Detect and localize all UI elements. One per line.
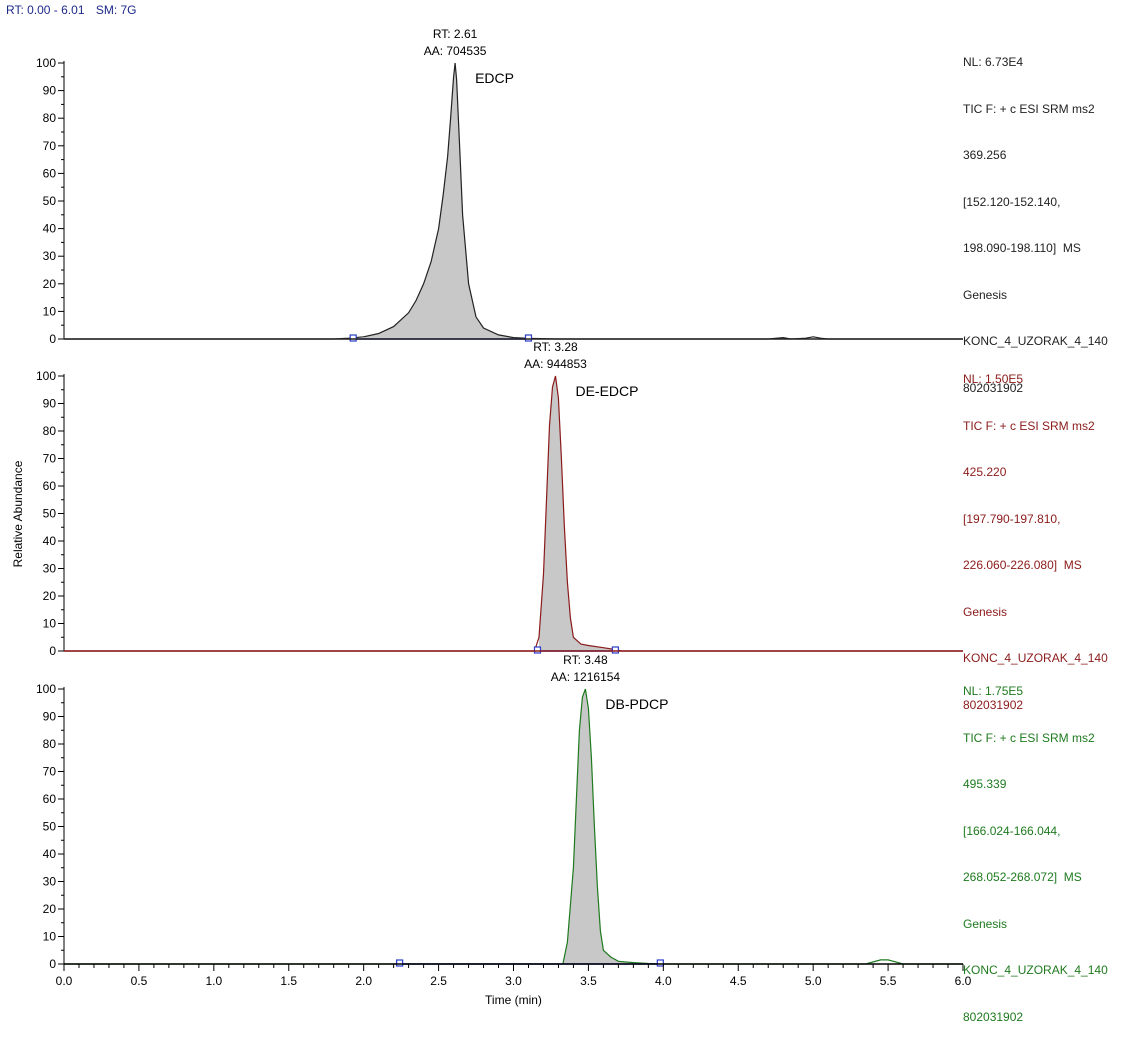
info-line: KONC_4_UZORAK_4_140 <box>963 651 1108 665</box>
y-tick-label: 50 <box>43 820 57 834</box>
y-tick-label: 70 <box>43 765 57 779</box>
x-tick-label: 4.0 <box>655 974 672 988</box>
y-tick-label: 30 <box>43 562 57 576</box>
header: RT: 0.00 - 6.01 SM: 7G <box>6 3 145 17</box>
info-line: 425.220 <box>963 465 1007 479</box>
peak-fill <box>538 376 616 651</box>
y-tick-label: 30 <box>43 249 57 263</box>
x-tick-label: 2.5 <box>430 974 447 988</box>
y-tick-label: 20 <box>43 902 57 916</box>
compound-label: DB-PDCP <box>605 696 668 712</box>
y-tick-label: 0 <box>49 957 56 971</box>
integration-marker <box>396 959 404 967</box>
compound-label: DE-EDCP <box>575 383 638 399</box>
integration-marker <box>533 646 542 654</box>
x-tick-label: 6.0 <box>955 974 972 988</box>
y-tick-label: 70 <box>43 139 57 153</box>
info-line: TIC F: + c ESI SRM ms2 <box>963 101 1095 116</box>
x-tick-label: 1.5 <box>280 974 297 988</box>
y-tick-label: 10 <box>43 617 57 631</box>
y-tick-label: 80 <box>43 424 57 438</box>
integration-marker <box>611 646 619 654</box>
peak-area-label: AA: 944853 <box>524 357 587 371</box>
y-tick-label: 0 <box>49 644 56 658</box>
y-tick-label: 100 <box>36 56 56 70</box>
rt-range-label: RT: 0.00 - 6.01 <box>6 3 85 17</box>
y-tick-label: 40 <box>43 534 57 548</box>
y-tick-label: 50 <box>43 194 57 208</box>
y-tick-label: 100 <box>36 682 56 696</box>
y-tick-label: 100 <box>36 369 56 383</box>
trace-line <box>64 688 963 965</box>
y-tick-label: 40 <box>43 222 57 236</box>
info-line: TIC F: + c ESI SRM ms2 <box>963 418 1095 433</box>
y-tick-label: 90 <box>43 397 57 411</box>
info-line: 495.339 <box>963 777 1007 791</box>
x-tick-label: 5.0 <box>805 974 822 988</box>
x-axis-label: Time (min) <box>485 993 542 1007</box>
integration-marker <box>656 959 664 967</box>
panel-info-edcp: NL: 6.73E4 TIC F: + c ESI SRM ms2 369.25… <box>963 24 1108 412</box>
peak-area-label: AA: 704535 <box>424 44 487 58</box>
info-line: 369.256 <box>963 148 1007 162</box>
panel-info-db-pdcp: NL: 1.75E5 TIC F: + c ESI SRM ms2 495.33… <box>963 653 1108 1041</box>
peak-area-label: AA: 1216154 <box>551 670 621 684</box>
trace-line <box>64 62 963 340</box>
y-tick-label: 20 <box>43 277 57 291</box>
compound-label: EDCP <box>475 70 514 86</box>
x-tick-label: 0.5 <box>131 974 148 988</box>
info-line: NL: 6.73E4 <box>963 55 1024 69</box>
y-tick-label: 30 <box>43 875 57 889</box>
y-tick-label: 90 <box>43 710 57 724</box>
y-tick-label: 50 <box>43 507 57 521</box>
peak-rt-label: RT: 3.28 <box>533 340 578 354</box>
info-line: 198.090-198.110] MS <box>963 241 1081 255</box>
y-tick-label: 60 <box>43 479 57 493</box>
y-tick-label: 70 <box>43 452 57 466</box>
info-line: [197.790-197.810, <box>963 511 1061 526</box>
peak-rt-label: RT: 3.48 <box>563 653 608 667</box>
smoothing-label: SM: 7G <box>95 3 137 17</box>
x-tick-label: 5.5 <box>880 974 897 988</box>
info-line: 268.052-268.072] MS <box>963 870 1082 884</box>
peak-rt-label: RT: 2.61 <box>433 27 478 41</box>
x-tick-label: 1.0 <box>205 974 222 988</box>
info-line: 802031902 <box>963 380 1024 395</box>
x-tick-label: 3.0 <box>505 974 522 988</box>
integration-marker <box>349 334 357 342</box>
panel-info-de-edcp: NL: 1.50E5 TIC F: + c ESI SRM ms2 425.22… <box>963 341 1108 729</box>
y-tick-label: 90 <box>43 84 57 98</box>
x-tick-label: 4.5 <box>730 974 747 988</box>
info-line: Genesis <box>963 604 1008 619</box>
y-tick-label: 0 <box>49 332 56 346</box>
info-line: KONC_4_UZORAK_4_140 <box>963 963 1108 977</box>
y-tick-label: 10 <box>43 304 57 318</box>
info-line: Genesis <box>963 287 1008 302</box>
info-line: 226.060-226.080] MS <box>963 558 1082 572</box>
info-line: 802031902 <box>963 697 1024 712</box>
y-tick-label: 40 <box>43 847 57 861</box>
x-tick-label: 0.0 <box>56 974 73 988</box>
integration-marker <box>524 334 533 342</box>
y-tick-label: 80 <box>43 737 57 751</box>
info-line: [166.024-166.044, <box>963 823 1061 838</box>
info-line: Genesis <box>963 916 1008 931</box>
y-axis-label: Relative Abundance <box>11 460 25 567</box>
x-tick-label: 2.0 <box>355 974 372 988</box>
y-tick-label: 60 <box>43 792 57 806</box>
trace-line <box>64 375 963 652</box>
info-line: NL: 1.75E5 <box>963 684 1024 698</box>
y-tick-label: 60 <box>43 166 57 180</box>
info-line: [152.120-152.140, <box>963 194 1061 209</box>
peak-fill <box>363 63 529 339</box>
x-tick-label: 3.5 <box>580 974 597 988</box>
peak-fill <box>562 689 649 964</box>
info-line: TIC F: + c ESI SRM ms2 <box>963 730 1095 745</box>
y-tick-label: 80 <box>43 111 57 125</box>
y-tick-label: 20 <box>43 589 57 603</box>
y-tick-label: 10 <box>43 930 57 944</box>
info-line: NL: 1.50E5 <box>963 372 1024 386</box>
info-line: KONC_4_UZORAK_4_140 <box>963 334 1108 348</box>
